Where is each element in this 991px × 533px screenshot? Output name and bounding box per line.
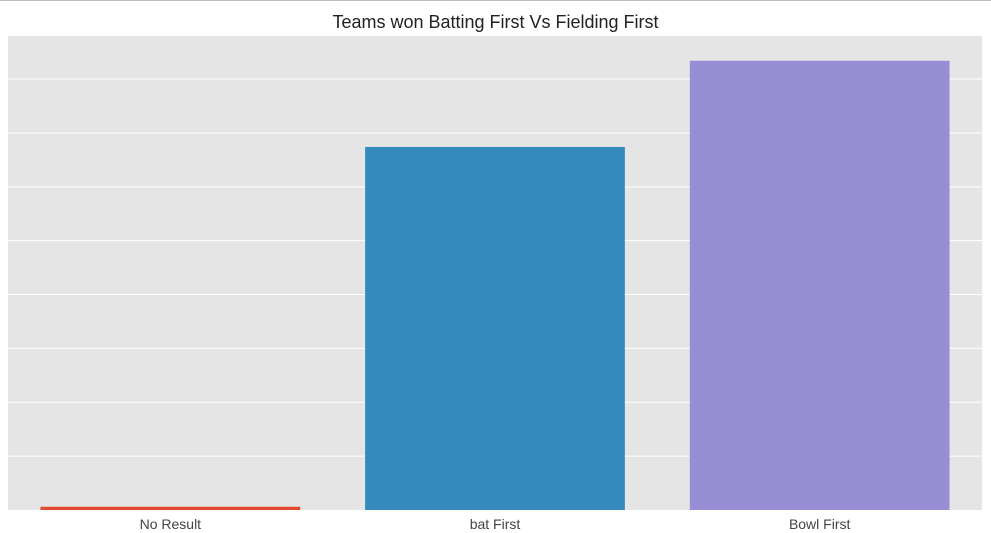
bars [40, 60, 950, 510]
bar-no-result [40, 506, 301, 510]
x-tick-label: bat First [470, 516, 521, 532]
x-tick-label: No Result [140, 516, 202, 532]
x-tick-label: Bowl First [789, 516, 851, 532]
bar-bat-first [365, 146, 625, 510]
chart-title: Teams won Batting First Vs Fielding Firs… [332, 12, 659, 32]
top-border [0, 0, 991, 1]
bar-bowl-first [689, 60, 950, 510]
x-tick-labels: No Result bat First Bowl First [140, 516, 851, 532]
